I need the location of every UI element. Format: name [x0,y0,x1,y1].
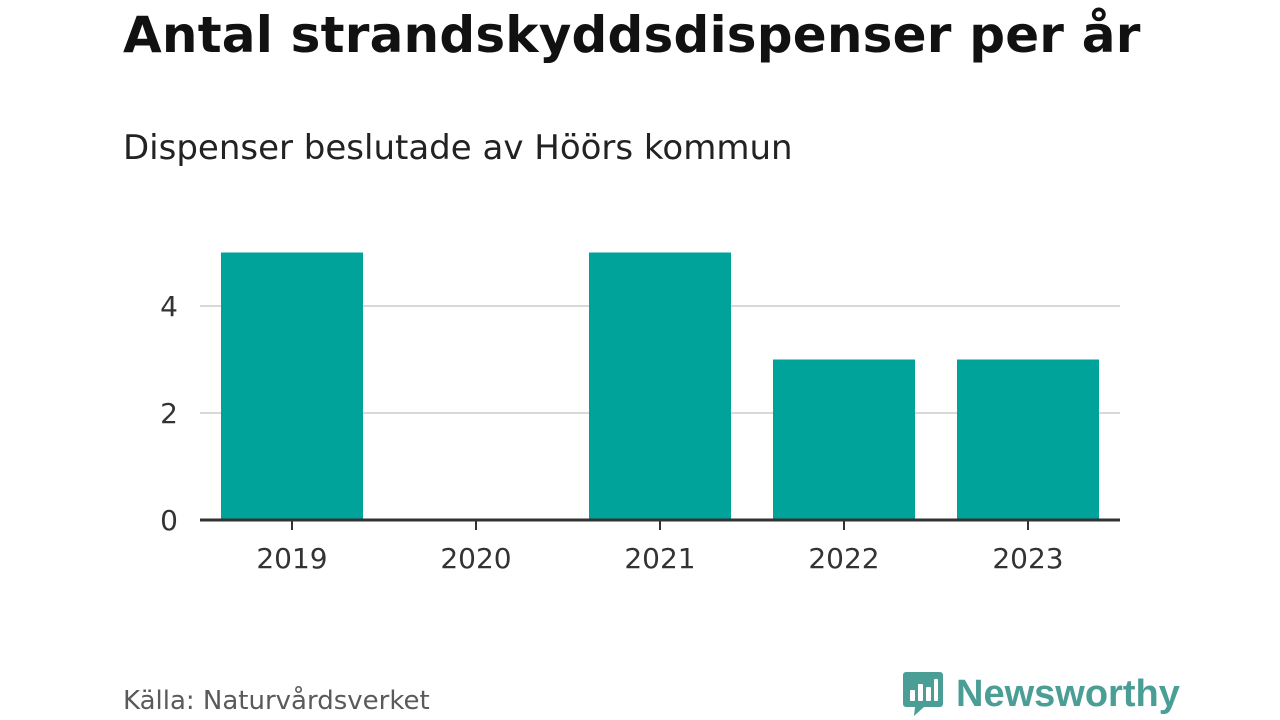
y-tick-label: 2 [160,397,178,430]
x-tick-label: 2020 [440,542,511,575]
chart-title: Antal strandskyddsdispenser per år [123,6,1141,64]
bar-2019 [221,252,363,520]
bar-2022 [773,359,915,520]
x-tick-label: 2022 [808,542,879,575]
tick-labels: 0 2 4 2019 2020 2021 2022 2023 [160,290,1063,575]
x-tick-label: 2021 [624,542,695,575]
chart-subtitle: Dispenser beslutade av Höörs kommun [123,128,793,168]
x-tick-label: 2019 [256,542,327,575]
source-note: Källa: Naturvårdsverket [123,686,430,716]
brand-logo[interactable]: Newsworthy [902,670,1180,718]
y-tick-label: 0 [160,504,178,537]
bar-chart-speech-bubble-icon [903,672,943,716]
y-tick-label: 4 [160,290,178,323]
bars [221,252,1099,520]
axes [200,518,1120,530]
brand-name: Newsworthy [956,672,1180,715]
x-tick-label: 2023 [992,542,1063,575]
bar-2021 [589,252,731,520]
bar-2023 [957,359,1099,520]
